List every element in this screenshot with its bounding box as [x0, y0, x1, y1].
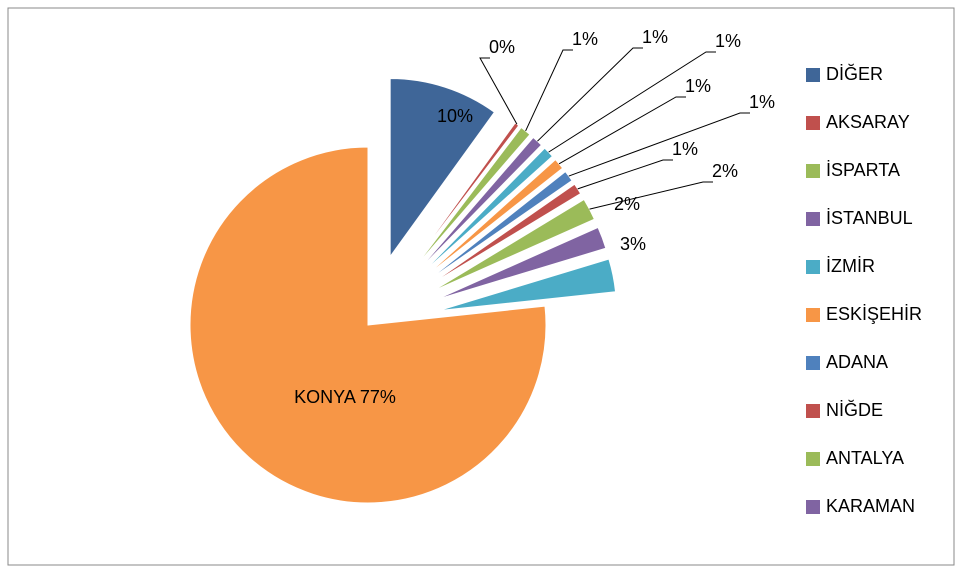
data-label: 0%: [489, 37, 515, 57]
leader-line: [558, 96, 686, 165]
leader-line: [589, 181, 713, 210]
legend-label: İZMİR: [826, 256, 875, 276]
data-label: 2%: [712, 161, 738, 181]
data-label: 10%: [437, 106, 473, 126]
legend-swatch: [806, 260, 820, 274]
data-label: 3%: [620, 234, 646, 254]
data-label: 1%: [572, 29, 598, 49]
legend-label: DİĞER: [826, 63, 883, 84]
data-label: 1%: [685, 76, 711, 96]
data-label: 1%: [642, 27, 668, 47]
pie-slice: [189, 146, 547, 504]
legend-label: AKSARAY: [826, 112, 910, 132]
leader-line: [479, 57, 518, 125]
legend-swatch: [806, 500, 820, 514]
legend-label: İSPARTA: [826, 160, 900, 180]
pie-slice: [435, 226, 607, 301]
legend-label: ANTALYA: [826, 448, 904, 468]
pie-slice: [438, 258, 617, 312]
legend-label: ESKİŞEHİR: [826, 304, 922, 324]
legend-label: NİĞDE: [826, 399, 883, 420]
leader-line: [568, 112, 750, 177]
pie-slice: [412, 126, 531, 270]
leader-line: [525, 49, 573, 132]
legend-swatch: [806, 164, 820, 178]
legend-swatch: [806, 308, 820, 322]
leader-line: [577, 159, 673, 190]
leader-line: [548, 51, 716, 153]
legend-label: İSTANBUL: [826, 208, 913, 228]
legend-swatch: [806, 212, 820, 226]
legend-swatch: [806, 452, 820, 466]
data-label: 1%: [715, 31, 741, 51]
data-label: 2%: [614, 194, 640, 214]
leader-line: [537, 47, 643, 142]
legend-swatch: [806, 116, 820, 130]
legend-label: ADANA: [826, 352, 888, 372]
legend-swatch: [806, 68, 820, 82]
legend-swatch: [806, 356, 820, 370]
data-label: KONYA 77%: [294, 387, 396, 407]
legend-swatch: [806, 404, 820, 418]
data-label: 1%: [749, 92, 775, 112]
pie-slice: [389, 77, 496, 259]
pie-slice: [422, 158, 564, 279]
pie-slice: [410, 122, 520, 268]
legend-label: KARAMAN: [826, 496, 915, 516]
data-label: 1%: [672, 139, 698, 159]
